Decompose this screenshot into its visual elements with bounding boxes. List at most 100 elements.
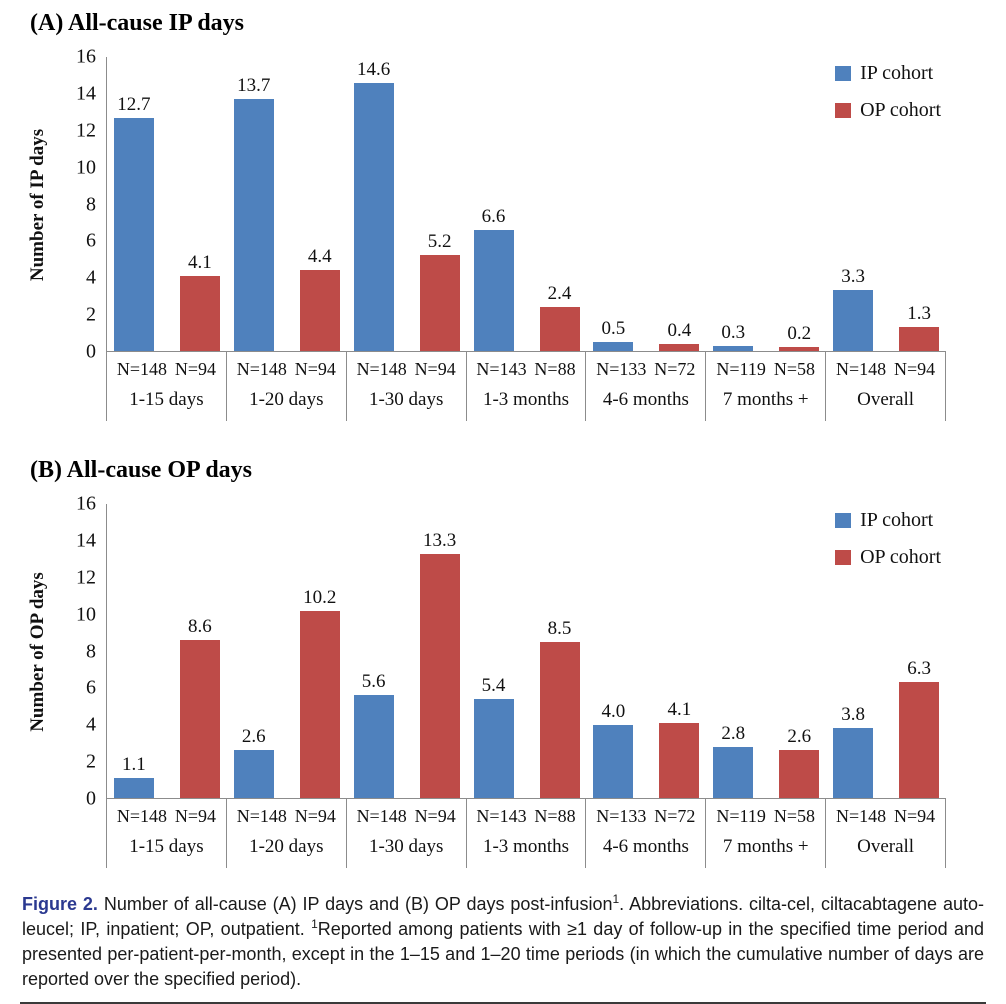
bar-with-label: 13.3 bbox=[419, 504, 460, 798]
caption-abbreviations: . Abbreviations. cilta-cel, ciltacabtage… bbox=[22, 894, 984, 939]
legend-item: IP cohort bbox=[835, 62, 941, 85]
y-axis-title: Number of OP days bbox=[27, 571, 48, 732]
bar-group: 3.8 6.3 bbox=[826, 504, 946, 798]
ip-bar bbox=[713, 746, 754, 798]
period-label: 1-3 months bbox=[482, 389, 570, 410]
ip-bar bbox=[833, 290, 874, 351]
bar-group: 5.6 13.3 bbox=[347, 504, 467, 798]
n-count-row: N=148 N=94 bbox=[229, 359, 344, 380]
legend-label: IP cohort bbox=[860, 509, 934, 531]
legend-swatch-icon bbox=[835, 103, 852, 118]
n-count-label: N=88 bbox=[534, 806, 576, 826]
n-count-row: N=148 N=94 bbox=[828, 806, 943, 827]
x-axis-group: N=133 N=72 4-6 months bbox=[586, 799, 707, 868]
x-axis-group: N=148 N=94 1-15 days bbox=[107, 799, 227, 868]
op-bar bbox=[659, 343, 700, 351]
bar-group: 2.6 10.2 bbox=[227, 504, 347, 798]
chart-body: Number of OP days 16 14 12 10 8 6 4 2 0 IP cohor… bbox=[20, 493, 986, 868]
bar-with-label: 6.6 bbox=[473, 57, 514, 351]
bar-with-label: 3.8 bbox=[833, 504, 874, 798]
n-count-row: N=133 N=72 bbox=[588, 359, 703, 380]
bar-value-label: 8.6 bbox=[188, 615, 212, 637]
n-count-label: N=148 bbox=[116, 806, 167, 826]
x-axis-label-table: N=148 N=94 1-15 days N=148 N=94 1-20 days N=14… bbox=[106, 352, 947, 421]
n-count-row: N=148 N=94 bbox=[109, 359, 224, 380]
period-label: Overall bbox=[857, 389, 915, 410]
n-count-row: N=119 N=58 bbox=[708, 359, 823, 380]
ip-bar bbox=[233, 750, 274, 798]
chart-panel-a: (A) All-cause IP days Number of IP days … bbox=[20, 10, 986, 421]
bar-value-label: 4.1 bbox=[188, 251, 212, 273]
figure-panels: (A) All-cause IP days Number of IP days … bbox=[20, 10, 986, 868]
n-count-label: N=58 bbox=[773, 806, 816, 826]
legend-item: IP cohort bbox=[835, 509, 941, 532]
legend-label: OP cohort bbox=[860, 546, 941, 568]
n-count-label: N=148 bbox=[836, 806, 887, 826]
bar-with-label: 2.8 bbox=[713, 504, 754, 798]
op-bar bbox=[539, 641, 580, 798]
period-label: 1-30 days bbox=[368, 836, 444, 857]
bar-group: 0.3 0.2 bbox=[706, 57, 826, 351]
bar-with-label: 2.6 bbox=[779, 504, 820, 798]
n-count-row: N=148 N=94 bbox=[229, 806, 344, 827]
caption-text: Number of all-cause (A) IP days and (B) … bbox=[103, 894, 613, 914]
period-label: 1-15 days bbox=[129, 836, 204, 857]
n-count-row: N=148 N=94 bbox=[109, 806, 224, 827]
bar-value-label: 0.3 bbox=[721, 321, 746, 343]
x-axis-group: N=143 N=88 1-3 months bbox=[467, 799, 587, 868]
bar-with-label: 0.2 bbox=[779, 57, 820, 351]
bar-with-label: 5.6 bbox=[353, 504, 394, 798]
chart-panel-b: (B) All-cause OP days Number of OP days … bbox=[20, 457, 986, 868]
x-axis-group: N=148 N=94 1-30 days bbox=[347, 799, 467, 868]
op-bar bbox=[659, 722, 700, 798]
y-axis-title: Number of IP days bbox=[27, 128, 48, 281]
bar-value-label: 2.4 bbox=[547, 282, 572, 304]
y-tick-label: 4 bbox=[86, 713, 96, 736]
ip-bar bbox=[593, 341, 634, 351]
ip-bar bbox=[713, 345, 754, 351]
bar-value-label: 13.7 bbox=[237, 75, 271, 97]
bar-with-label: 1.1 bbox=[113, 504, 154, 798]
n-count-row: N=133 N=72 bbox=[588, 806, 703, 827]
bar-value-label: 1.1 bbox=[122, 753, 146, 775]
bar-with-label: 12.7 bbox=[113, 57, 154, 351]
n-count-row: N=148 N=94 bbox=[828, 359, 943, 380]
period-label: 1-20 days bbox=[249, 836, 324, 857]
ip-bar bbox=[593, 724, 634, 798]
chart-body: Number of IP days 16 14 12 10 8 6 4 2 0 IP cohor… bbox=[20, 46, 986, 421]
legend: IP cohort OP cohort bbox=[835, 509, 941, 569]
x-axis-group: N=143 N=88 1-3 months bbox=[467, 352, 587, 421]
bar-value-label: 12.7 bbox=[117, 93, 151, 115]
y-tick-label: 16 bbox=[76, 492, 96, 515]
plot-area: IP cohort OP cohort 1.1 8.6 2.6 10.2 5.6 13.3 5… bbox=[106, 504, 946, 799]
y-tick-label: 2 bbox=[86, 750, 96, 773]
y-tick-label: 4 bbox=[86, 266, 96, 289]
legend-label: OP cohort bbox=[860, 99, 941, 121]
bar-with-label: 8.6 bbox=[179, 504, 220, 798]
n-count-label: N=148 bbox=[236, 806, 287, 826]
ip-bar bbox=[113, 117, 154, 351]
n-count-label: N=94 bbox=[174, 806, 216, 826]
n-count-label: N=94 bbox=[894, 806, 936, 826]
plot-wrap: IP cohort OP cohort 12.7 4.1 13.7 4.4 14.6 5.2… bbox=[106, 57, 947, 421]
n-count-label: N=133 bbox=[596, 359, 647, 379]
bar-value-label: 3.8 bbox=[841, 704, 865, 726]
bar-value-label: 0.4 bbox=[667, 319, 692, 341]
ip-bar bbox=[353, 82, 394, 351]
period-label: 7 months + bbox=[722, 389, 809, 410]
y-tick-label: 10 bbox=[76, 603, 96, 626]
y-tick-label: 6 bbox=[86, 676, 96, 699]
bar-with-label: 5.2 bbox=[419, 57, 460, 351]
n-count-label: N=94 bbox=[414, 359, 456, 379]
y-tick-label: 8 bbox=[86, 640, 96, 662]
legend-label: IP cohort bbox=[860, 62, 934, 84]
n-count-label: N=94 bbox=[414, 806, 456, 826]
n-count-row: N=143 N=88 bbox=[469, 806, 584, 827]
n-count-label: N=94 bbox=[294, 359, 336, 379]
bar-group: 14.6 5.2 bbox=[347, 57, 467, 351]
y-tick-label: 0 bbox=[86, 787, 96, 810]
plot-area: IP cohort OP cohort 12.7 4.1 13.7 4.4 14.6 5.2… bbox=[106, 57, 946, 352]
n-count-label: N=143 bbox=[476, 359, 527, 379]
x-axis-group: N=148 N=94 1-30 days bbox=[347, 352, 467, 421]
ip-bar bbox=[233, 99, 274, 351]
